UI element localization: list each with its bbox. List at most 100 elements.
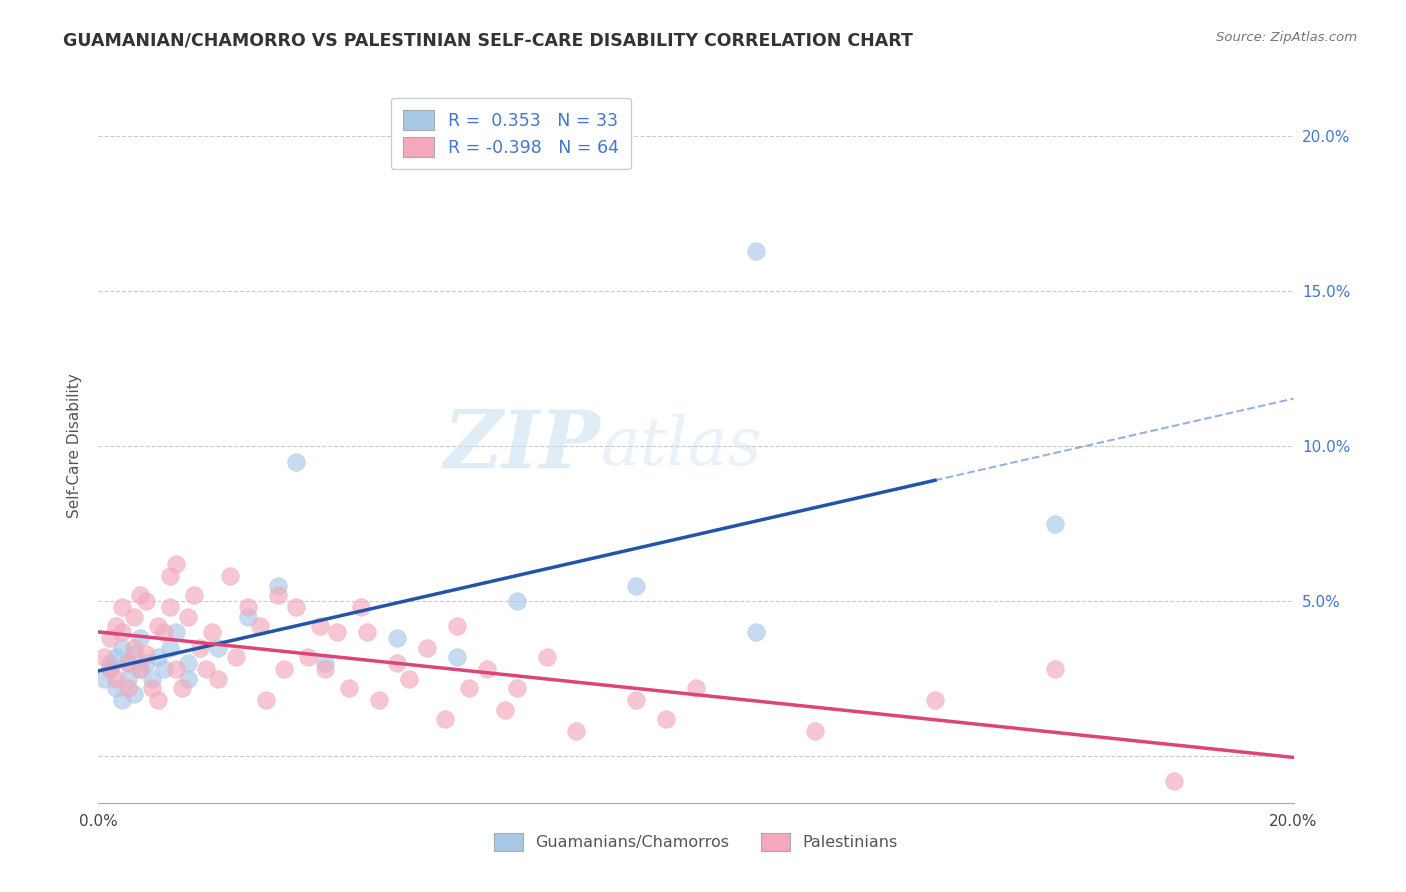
Point bbox=[626, 693, 648, 707]
Point bbox=[385, 656, 409, 670]
Point bbox=[129, 588, 152, 602]
Point bbox=[201, 625, 224, 640]
Point bbox=[98, 656, 122, 670]
Point bbox=[98, 632, 122, 646]
Point bbox=[129, 662, 152, 676]
Point bbox=[494, 703, 516, 717]
Point bbox=[236, 600, 259, 615]
Point bbox=[1163, 774, 1185, 789]
Point bbox=[117, 656, 139, 670]
Point bbox=[267, 579, 290, 593]
Point bbox=[1043, 516, 1066, 531]
Point bbox=[105, 650, 128, 665]
Point bbox=[105, 672, 128, 686]
Point bbox=[315, 662, 337, 676]
Point bbox=[117, 681, 139, 695]
Point bbox=[129, 662, 152, 676]
Point bbox=[111, 640, 134, 655]
Point bbox=[297, 650, 319, 665]
Point bbox=[267, 588, 290, 602]
Point bbox=[148, 619, 170, 633]
Point bbox=[148, 693, 170, 707]
Point bbox=[506, 594, 529, 608]
Legend: Guamanians/Chamorros, Palestinians: Guamanians/Chamorros, Palestinians bbox=[486, 824, 905, 859]
Y-axis label: Self-Care Disability: Self-Care Disability bbox=[67, 374, 83, 518]
Point bbox=[273, 662, 295, 676]
Point bbox=[148, 650, 170, 665]
Point bbox=[284, 600, 307, 615]
Point bbox=[924, 693, 946, 707]
Point bbox=[153, 662, 176, 676]
Point bbox=[177, 609, 200, 624]
Point bbox=[165, 662, 187, 676]
Point bbox=[284, 454, 307, 468]
Point bbox=[225, 650, 247, 665]
Point bbox=[183, 588, 205, 602]
Point bbox=[475, 662, 498, 676]
Point bbox=[111, 693, 134, 707]
Point bbox=[159, 569, 181, 583]
Point bbox=[159, 640, 181, 655]
Point bbox=[368, 693, 391, 707]
Point bbox=[105, 681, 128, 695]
Point bbox=[172, 681, 194, 695]
Point bbox=[124, 647, 146, 661]
Point bbox=[398, 672, 420, 686]
Point bbox=[105, 619, 128, 633]
Point bbox=[117, 656, 139, 670]
Point bbox=[124, 609, 146, 624]
Point bbox=[446, 619, 468, 633]
Point bbox=[655, 712, 678, 726]
Point bbox=[565, 724, 588, 739]
Point bbox=[685, 681, 707, 695]
Point bbox=[195, 662, 218, 676]
Point bbox=[236, 609, 259, 624]
Point bbox=[111, 625, 134, 640]
Point bbox=[339, 681, 361, 695]
Point bbox=[219, 569, 242, 583]
Point bbox=[159, 600, 181, 615]
Point bbox=[117, 672, 139, 686]
Text: GUAMANIAN/CHAMORRO VS PALESTINIAN SELF-CARE DISABILITY CORRELATION CHART: GUAMANIAN/CHAMORRO VS PALESTINIAN SELF-C… bbox=[63, 31, 912, 49]
Point bbox=[326, 625, 349, 640]
Point bbox=[626, 579, 648, 593]
Point bbox=[745, 625, 768, 640]
Point bbox=[254, 693, 277, 707]
Text: ZIP: ZIP bbox=[443, 408, 600, 484]
Point bbox=[135, 647, 157, 661]
Point bbox=[98, 662, 122, 676]
Point bbox=[141, 681, 163, 695]
Point bbox=[177, 656, 200, 670]
Point bbox=[98, 662, 122, 676]
Point bbox=[745, 244, 768, 258]
Point bbox=[93, 672, 115, 686]
Point bbox=[135, 656, 157, 670]
Point bbox=[249, 619, 271, 633]
Text: Source: ZipAtlas.com: Source: ZipAtlas.com bbox=[1216, 31, 1357, 45]
Point bbox=[111, 600, 134, 615]
Point bbox=[207, 640, 229, 655]
Point bbox=[141, 672, 163, 686]
Point bbox=[93, 650, 115, 665]
Point bbox=[416, 640, 439, 655]
Point bbox=[177, 672, 200, 686]
Point bbox=[124, 640, 146, 655]
Point bbox=[1043, 662, 1066, 676]
Point bbox=[356, 625, 378, 640]
Point bbox=[153, 625, 176, 640]
Point bbox=[350, 600, 373, 615]
Point bbox=[385, 632, 409, 646]
Point bbox=[308, 619, 330, 633]
Point bbox=[506, 681, 529, 695]
Point bbox=[446, 650, 468, 665]
Point bbox=[135, 594, 157, 608]
Point bbox=[804, 724, 827, 739]
Point bbox=[458, 681, 481, 695]
Point bbox=[165, 625, 187, 640]
Point bbox=[124, 687, 146, 701]
Point bbox=[536, 650, 558, 665]
Point bbox=[129, 632, 152, 646]
Point bbox=[165, 557, 187, 571]
Point bbox=[315, 656, 337, 670]
Point bbox=[434, 712, 457, 726]
